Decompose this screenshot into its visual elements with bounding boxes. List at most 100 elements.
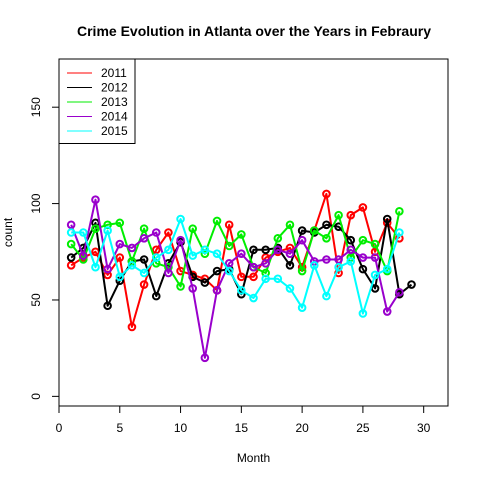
data-point [322, 189, 331, 199]
x-axis: 0 5 10 15 20 25 30 [56, 405, 431, 435]
data-point [188, 224, 198, 233]
data-point [285, 260, 295, 270]
data-point [358, 264, 368, 274]
data-point [309, 226, 319, 235]
legend-label-2012: 2012 [101, 81, 128, 95]
legend-label-2013: 2013 [101, 95, 128, 109]
data-point [139, 280, 149, 289]
data-point [273, 245, 283, 255]
series-line-2011 [70, 192, 401, 328]
data-point [127, 322, 137, 332]
data-point [249, 245, 258, 255]
data-point [176, 214, 185, 224]
data-point [322, 233, 331, 243]
x-axis-title: Month [237, 451, 270, 465]
data-point [346, 210, 356, 220]
data-point [346, 257, 356, 266]
data-point [115, 272, 125, 282]
data-point [66, 228, 76, 237]
data-point [322, 291, 331, 301]
data-point [188, 284, 198, 293]
series-2013 [66, 206, 404, 291]
data-point [370, 270, 380, 280]
x-tick-label: 30 [417, 421, 431, 435]
legend-label-2015: 2015 [101, 124, 128, 138]
data-point [285, 249, 295, 259]
data-point [261, 259, 270, 268]
data-point [115, 239, 125, 249]
data-point [358, 235, 368, 245]
data-point [79, 228, 88, 237]
data-point [115, 253, 125, 262]
data-point [322, 220, 331, 230]
y-tick-label: 100 [29, 193, 43, 213]
data-point [176, 282, 185, 291]
x-tick-label: 10 [174, 421, 188, 435]
data-point [224, 259, 234, 268]
data-point [139, 233, 149, 243]
y-axis-title: count [1, 217, 15, 247]
data-point [297, 226, 307, 235]
data-point [200, 245, 210, 255]
data-point [151, 253, 161, 262]
series-layer [66, 189, 416, 363]
data-point [273, 233, 283, 243]
data-point [346, 235, 356, 245]
series-line-2014 [70, 198, 401, 359]
data-point [66, 260, 76, 270]
data-point [249, 293, 258, 303]
data-point [115, 218, 125, 228]
data-point [297, 266, 307, 276]
data-point [395, 287, 404, 297]
data-point [91, 195, 100, 205]
data-point [370, 239, 380, 249]
data-point [224, 241, 234, 251]
y-tick-label: 0 [29, 393, 43, 400]
data-point [382, 214, 392, 224]
data-point [322, 255, 331, 264]
data-point [261, 274, 270, 284]
data-point [91, 262, 100, 272]
data-point [151, 245, 161, 255]
data-point [273, 274, 283, 284]
data-point [395, 206, 404, 216]
series-line-2015 [71, 218, 401, 315]
data-point [91, 224, 100, 233]
data-point [200, 353, 210, 363]
data-point [358, 253, 368, 262]
data-point [212, 266, 222, 276]
x-tick-label: 0 [56, 421, 63, 435]
data-point [249, 272, 258, 282]
data-point [188, 251, 198, 260]
data-point [79, 251, 88, 260]
data-point [395, 228, 404, 237]
data-point [176, 235, 185, 245]
series-2014 [66, 195, 404, 363]
data-point [407, 280, 416, 289]
data-point [382, 307, 392, 316]
data-point [103, 264, 112, 274]
data-point [66, 220, 76, 230]
data-point [334, 210, 343, 220]
series-line-2013 [70, 211, 401, 288]
x-tick-label: 20 [295, 421, 309, 435]
y-tick-label: 150 [29, 97, 43, 117]
data-point [334, 262, 343, 272]
y-axis: 0 50 100 150 [29, 97, 60, 400]
data-point [164, 228, 173, 237]
data-point [297, 303, 307, 312]
data-point [224, 266, 234, 276]
data-point [358, 309, 368, 318]
data-point [237, 272, 246, 282]
data-point [139, 224, 149, 233]
data-point [212, 216, 222, 226]
y-tick-label: 50 [29, 293, 43, 307]
series-2015 [66, 214, 404, 318]
data-point [103, 226, 112, 235]
data-point [334, 255, 343, 264]
data-point [127, 243, 137, 253]
data-point [285, 220, 295, 230]
x-tick-label: 5 [116, 421, 123, 435]
